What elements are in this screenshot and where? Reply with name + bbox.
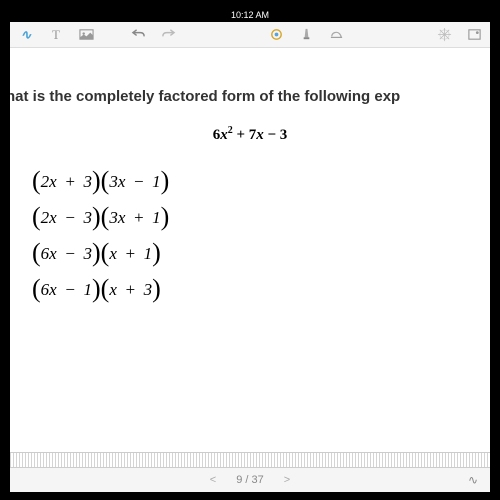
tool-group-left: ∿ T [18, 27, 94, 43]
tool-group-center [268, 27, 344, 43]
undo-icon[interactable] [130, 27, 146, 43]
image-tool-icon[interactable] [78, 27, 94, 43]
option-3[interactable]: (6x − 1)(x + 3) [32, 280, 490, 300]
toolbar: ∿ T [10, 22, 490, 48]
tablet-frame: 10:12 AM ∿ T [0, 0, 500, 500]
draw-tool-icon[interactable]: ∿ [18, 27, 34, 43]
content-area: hat is the completely factored form of t… [10, 48, 490, 452]
text-tool-icon[interactable]: T [48, 27, 64, 43]
ruler-ticks [10, 453, 490, 467]
export-icon[interactable] [466, 27, 482, 43]
option-1[interactable]: (2x − 3)(3x + 1) [32, 208, 490, 228]
prev-page-button[interactable]: < [210, 474, 216, 486]
bottom-bar: < 9 / 37 > ∿ [10, 468, 490, 492]
answer-options: (2x + 3)(3x − 1) (2x − 3)(3x + 1) (6x − 3)… [10, 172, 490, 300]
scribble-mode-icon[interactable]: ∿ [468, 473, 478, 487]
tool-group-undo [130, 27, 176, 43]
highlighter-icon[interactable] [298, 27, 314, 43]
ruler[interactable] [10, 452, 490, 468]
option-0[interactable]: (2x + 3)(3x − 1) [32, 172, 490, 192]
question-text: hat is the completely factored form of t… [10, 88, 490, 105]
color-picker-icon[interactable] [268, 27, 284, 43]
next-page-button[interactable]: > [284, 474, 290, 486]
redo-icon[interactable] [160, 27, 176, 43]
math-expression: 6x2 + 7x − 3 [10, 125, 490, 144]
app-window: ∿ T [10, 22, 490, 492]
option-2[interactable]: (6x − 3)(x + 1) [32, 244, 490, 264]
status-time: 10:12 AM [231, 10, 269, 20]
page-indicator: 9 / 37 [236, 474, 264, 486]
tool-group-right [436, 27, 482, 43]
eraser-icon[interactable] [328, 27, 344, 43]
status-bar: 10:12 AM [10, 8, 490, 22]
settings-gear-icon[interactable] [436, 27, 452, 43]
